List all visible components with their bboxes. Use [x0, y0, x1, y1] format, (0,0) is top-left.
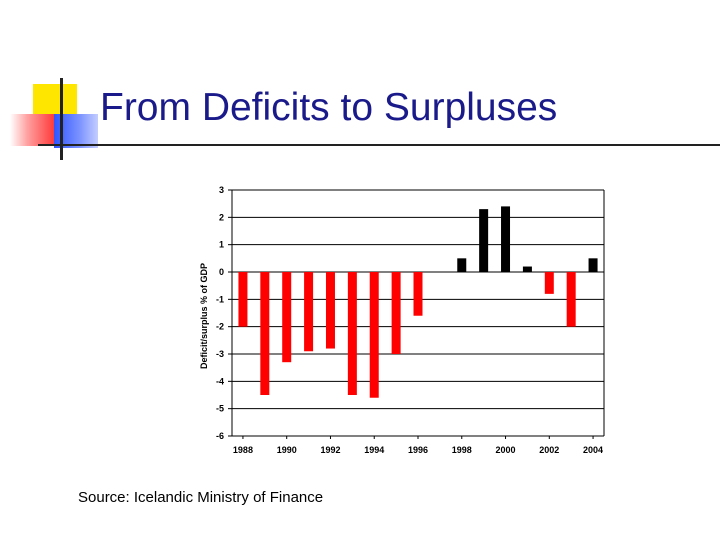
chart-bars	[238, 206, 598, 398]
bar-1988	[238, 272, 248, 327]
x-tick-label: 1988	[233, 445, 253, 455]
y-tick-label: -6	[216, 431, 224, 441]
bar-1999	[479, 209, 489, 272]
y-tick-label: 1	[219, 240, 224, 250]
bar-1998	[457, 258, 467, 272]
x-tick-label: 2000	[496, 445, 516, 455]
y-tick-label: -1	[216, 294, 224, 304]
x-tick-label: 1992	[320, 445, 340, 455]
bar-1993	[347, 272, 357, 395]
bar-1995	[391, 272, 401, 354]
bar-1990	[282, 272, 292, 363]
y-tick-label: 2	[219, 212, 224, 222]
y-tick-label: 0	[219, 267, 224, 277]
bar-1996	[413, 272, 423, 316]
x-tick-label: 1998	[452, 445, 472, 455]
y-tick-label: -4	[216, 376, 224, 386]
bar-1992	[325, 272, 335, 349]
y-tick-label: 3	[219, 185, 224, 195]
bar-1989	[260, 272, 270, 395]
x-tick-label: 1994	[364, 445, 384, 455]
x-tick-label: 2004	[583, 445, 603, 455]
bar-2002	[544, 272, 554, 294]
bar-1994	[369, 272, 379, 398]
bar-2004	[588, 258, 598, 272]
x-tick-label: 1990	[277, 445, 297, 455]
bar-2003	[566, 272, 576, 327]
slide-title: From Deficits to Surpluses	[100, 86, 558, 129]
y-axis-label: Deficit/surplus % of GDP	[199, 263, 209, 369]
bar-2000	[501, 206, 511, 272]
y-tick-label: -2	[216, 322, 224, 332]
y-tick-label: -3	[216, 349, 224, 359]
title-underline	[38, 144, 720, 146]
x-tick-label: 1996	[408, 445, 428, 455]
title-decoration-vertical-line	[60, 78, 63, 160]
x-tick-labels: 1988 1990 1992 1994 1996 1998 2000 2002 2004	[233, 445, 603, 455]
x-tick-label: 2002	[539, 445, 559, 455]
y-tick-labels: 3 2 1 0 -1 -2 -3 -4 -5 -6	[216, 185, 224, 441]
bar-2001	[522, 266, 532, 272]
title-decoration-red-bar	[10, 114, 54, 146]
chart-axes	[228, 189, 605, 439]
source-note: Source: Icelandic Ministry of Finance	[78, 489, 324, 506]
bar-1991	[304, 272, 314, 352]
y-tick-label: -5	[216, 404, 224, 414]
